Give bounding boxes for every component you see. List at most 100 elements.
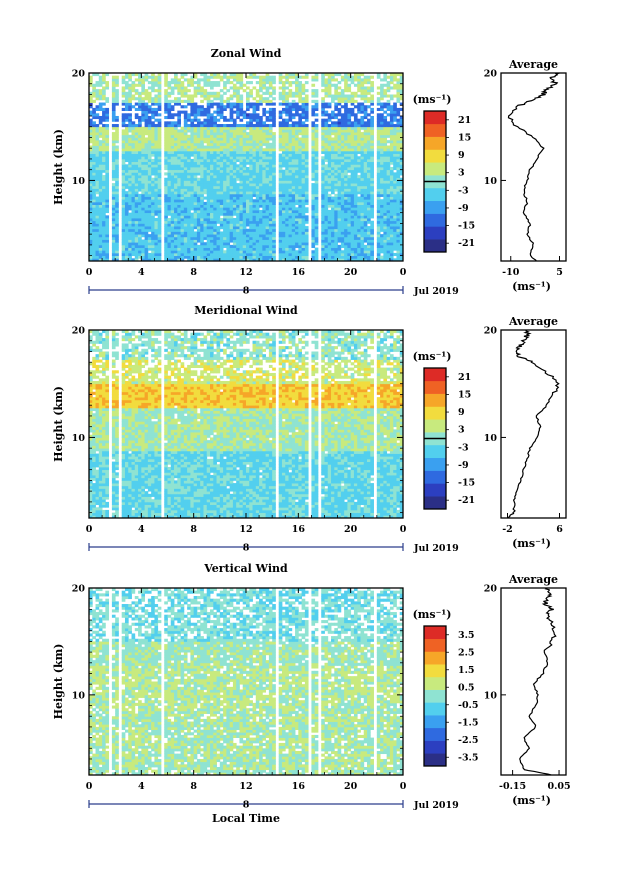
heatmap-cell bbox=[226, 124, 231, 128]
heatmap-cell bbox=[210, 204, 214, 208]
heatmap-cell bbox=[177, 250, 181, 254]
heatmap-cell bbox=[128, 191, 132, 195]
heatmap-cell bbox=[259, 156, 263, 160]
heatmap-cell bbox=[239, 204, 244, 208]
heatmap-cell bbox=[324, 156, 329, 160]
heatmap-cell bbox=[206, 91, 211, 95]
heatmap-cell bbox=[272, 142, 276, 146]
heatmap-cell bbox=[337, 91, 342, 95]
heatmap-cell bbox=[223, 250, 227, 254]
heatmap-cell bbox=[285, 164, 289, 168]
heatmap-cell bbox=[111, 94, 116, 98]
heatmap-cell bbox=[128, 218, 132, 222]
heatmap-cell bbox=[89, 250, 93, 254]
heatmap-cell bbox=[324, 218, 329, 222]
heatmap-cell bbox=[232, 153, 237, 157]
heatmap-cell bbox=[196, 236, 201, 240]
heatmap-cell bbox=[177, 150, 181, 154]
heatmap-cell bbox=[134, 204, 139, 208]
heatmap-cell bbox=[157, 242, 162, 246]
heatmap-cell bbox=[219, 239, 224, 243]
heatmap-cell bbox=[206, 121, 211, 125]
heatmap-cell bbox=[246, 142, 250, 146]
heatmap-cell bbox=[291, 140, 296, 144]
heatmap-cell bbox=[252, 212, 257, 216]
heatmap-cell bbox=[105, 134, 110, 138]
heatmap-cell bbox=[128, 196, 132, 200]
heatmap-cell bbox=[304, 177, 309, 181]
heatmap-cell bbox=[210, 207, 214, 211]
heatmap-cell bbox=[98, 231, 103, 235]
heatmap-cell bbox=[102, 78, 106, 82]
heatmap-cell bbox=[304, 180, 309, 184]
heatmap-cell bbox=[246, 99, 250, 103]
heatmap-cell bbox=[265, 199, 270, 203]
heatmap-cell bbox=[170, 140, 175, 144]
heatmap-cell bbox=[216, 129, 221, 133]
heatmap-cell bbox=[226, 212, 231, 216]
heatmap-cell bbox=[203, 204, 208, 208]
heatmap-cell bbox=[115, 172, 119, 176]
heatmap-cell bbox=[334, 234, 338, 238]
heatmap-cell bbox=[357, 164, 361, 168]
heatmap-cell bbox=[98, 258, 103, 262]
heatmap-cell bbox=[174, 250, 178, 254]
heatmap-cell bbox=[288, 105, 293, 109]
heatmap-cell bbox=[331, 180, 335, 184]
heatmap-cell bbox=[128, 226, 132, 230]
heatmap-cell bbox=[190, 153, 195, 157]
heatmap-cell bbox=[174, 126, 178, 130]
heatmap-cell bbox=[180, 175, 185, 179]
heatmap-cell bbox=[360, 118, 365, 122]
heatmap-cell bbox=[170, 113, 175, 117]
heatmap-cell bbox=[285, 113, 289, 117]
heatmap-cell bbox=[190, 113, 195, 117]
heatmap-cell bbox=[105, 145, 110, 149]
heatmap-cell bbox=[138, 172, 142, 176]
heatmap-cell bbox=[187, 193, 191, 197]
heatmap-cell bbox=[291, 188, 296, 192]
heatmap-cell bbox=[183, 145, 188, 149]
heatmap-cell bbox=[252, 239, 257, 243]
heatmap-cell bbox=[193, 212, 198, 216]
heatmap-cell bbox=[229, 81, 234, 85]
heatmap-cell bbox=[206, 175, 211, 179]
heatmap-cell bbox=[200, 121, 204, 125]
heatmap-cell bbox=[340, 75, 345, 79]
heatmap-cell bbox=[232, 78, 237, 82]
heatmap-cell bbox=[304, 167, 309, 171]
heatmap-cell bbox=[210, 105, 214, 109]
heatmap-cell bbox=[164, 73, 168, 77]
heatmap-cell bbox=[134, 212, 139, 216]
heatmap-cell bbox=[288, 172, 293, 176]
heatmap-cell bbox=[357, 258, 361, 262]
heatmap-cell bbox=[167, 169, 172, 173]
heatmap-cell bbox=[246, 94, 250, 98]
heatmap-cell bbox=[190, 258, 195, 262]
heatmap-cell bbox=[138, 134, 142, 138]
heatmap-cell bbox=[203, 247, 208, 251]
heatmap-cell bbox=[216, 228, 221, 232]
heatmap-cell bbox=[278, 199, 283, 203]
heatmap-cell bbox=[121, 185, 126, 189]
heatmap-cell bbox=[360, 236, 365, 240]
heatmap-cell bbox=[255, 218, 260, 222]
heatmap-cell bbox=[183, 196, 188, 200]
heatmap-cell bbox=[216, 137, 221, 141]
heatmap-cell bbox=[95, 140, 100, 144]
heatmap-cell bbox=[363, 255, 368, 259]
heatmap-cell bbox=[236, 124, 240, 128]
heatmap-cell bbox=[321, 223, 325, 227]
heatmap-cell bbox=[89, 78, 93, 82]
heatmap-cell bbox=[360, 255, 365, 259]
heatmap-cell bbox=[144, 121, 149, 125]
heatmap-cell bbox=[347, 124, 352, 128]
heatmap-cell bbox=[288, 134, 293, 138]
heatmap-cell bbox=[265, 145, 270, 149]
heatmap-cell bbox=[314, 142, 319, 146]
heatmap-cell bbox=[291, 209, 296, 214]
heatmap-cell bbox=[203, 258, 208, 262]
heatmap-cell bbox=[157, 148, 162, 152]
heatmap-cell bbox=[89, 158, 93, 163]
heatmap-cell bbox=[324, 231, 329, 235]
